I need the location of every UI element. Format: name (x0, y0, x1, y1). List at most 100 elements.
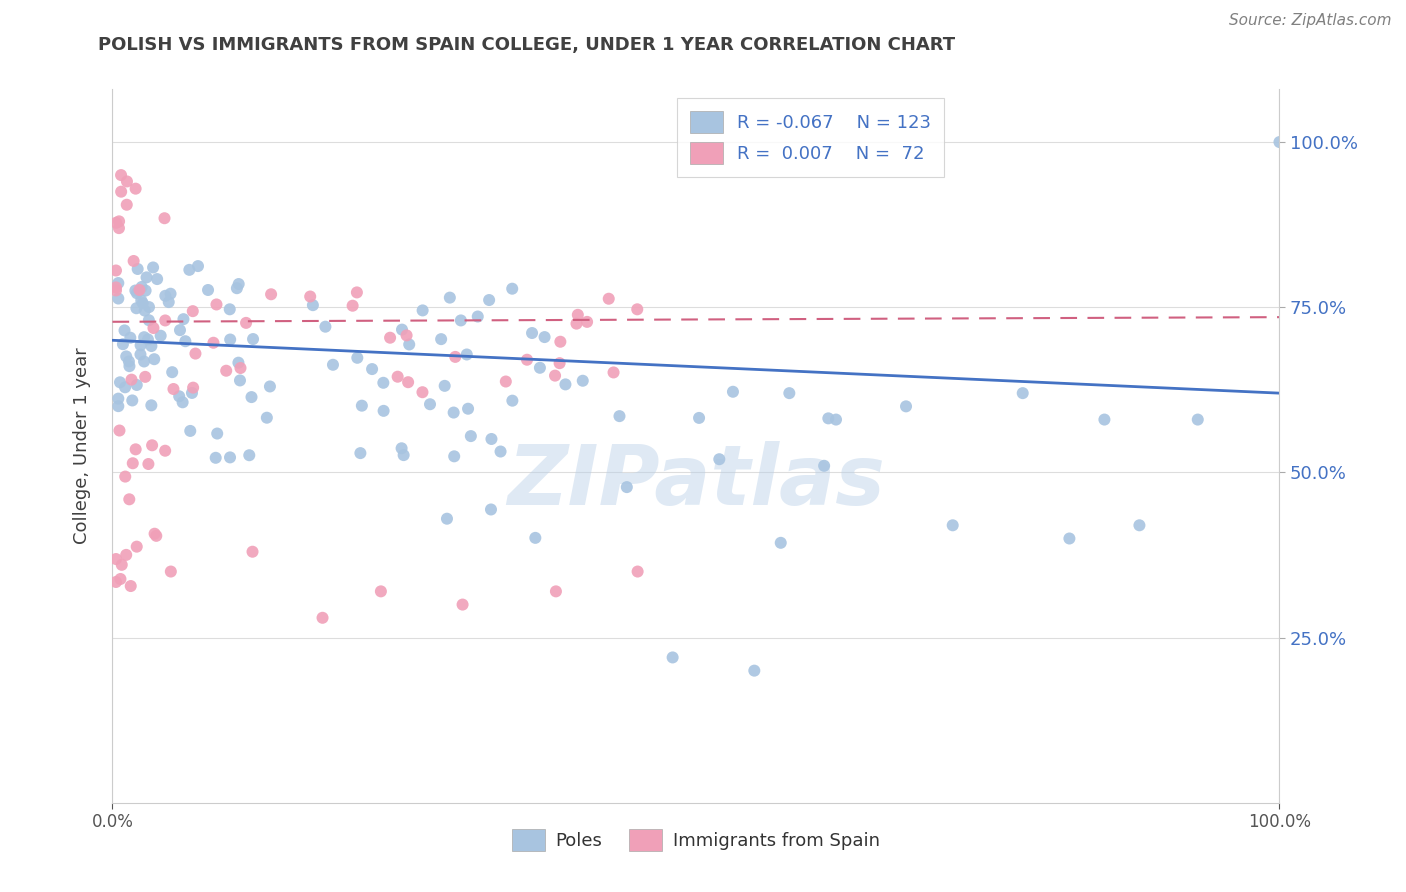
Point (501, 282, 523, 296)
Point (443, 450, 465, 464)
Point (143, 526, 166, 541)
Point (228, 277, 250, 291)
Point (169, 323, 191, 337)
Point (107, 399, 129, 413)
Point (111, 558, 134, 572)
Point (172, 395, 194, 409)
Point (524, 531, 547, 545)
Point (817, 411, 839, 425)
Point (451, 598, 474, 612)
Point (544, 584, 567, 599)
Point (688, 411, 710, 425)
Point (121, 456, 143, 470)
Point (395, 328, 418, 343)
Point (129, 293, 152, 308)
Point (115, 174, 138, 188)
Point (489, 444, 512, 458)
Point (392, 448, 415, 462)
Point (127, 262, 149, 277)
Point (108, 214, 131, 228)
Point (179, 263, 201, 277)
Point (1059, 532, 1081, 546)
Point (114, 380, 136, 394)
Point (391, 323, 413, 337)
Point (153, 443, 176, 458)
Point (242, 545, 264, 559)
Point (205, 297, 228, 311)
Point (138, 457, 160, 471)
Point (387, 369, 409, 384)
Point (118, 354, 141, 368)
Text: ZIPatlas: ZIPatlas (508, 442, 884, 522)
Point (565, 317, 588, 331)
Point (520, 326, 543, 340)
Point (108, 221, 131, 235)
Point (516, 352, 538, 367)
Point (174, 334, 197, 349)
Point (228, 356, 250, 370)
Point (120, 331, 142, 345)
Point (721, 384, 744, 399)
Point (115, 350, 138, 364)
Point (576, 315, 599, 329)
Point (138, 313, 160, 327)
Point (132, 296, 155, 310)
Point (128, 283, 150, 297)
Point (495, 375, 517, 389)
Point (187, 259, 209, 273)
Point (302, 298, 325, 312)
Point (160, 365, 183, 379)
Point (129, 347, 152, 361)
Point (229, 373, 252, 387)
Point (460, 429, 482, 443)
Point (105, 216, 128, 230)
Point (778, 386, 800, 401)
Point (104, 280, 127, 294)
Point (115, 548, 138, 562)
Point (481, 432, 503, 446)
Point (143, 352, 166, 367)
Point (436, 512, 458, 526)
Point (825, 412, 848, 426)
Point (1268, 135, 1291, 149)
Point (162, 382, 184, 396)
Point (744, 664, 766, 678)
Point (467, 310, 489, 324)
Point (373, 404, 395, 418)
Point (813, 458, 835, 473)
Point (204, 450, 226, 465)
Point (134, 330, 156, 344)
Point (114, 323, 136, 337)
Point (450, 313, 472, 327)
Point (155, 313, 177, 327)
Point (346, 285, 368, 300)
Point (322, 358, 344, 372)
Point (457, 401, 479, 416)
Point (110, 168, 132, 182)
Point (550, 334, 572, 349)
Point (398, 337, 420, 351)
Point (202, 335, 225, 350)
Point (548, 356, 571, 370)
Point (205, 426, 228, 441)
Point (942, 518, 965, 533)
Point (155, 289, 177, 303)
Point (391, 442, 413, 456)
Point (439, 291, 461, 305)
Point (131, 280, 153, 294)
Point (616, 480, 638, 494)
Point (456, 347, 478, 361)
Point (129, 338, 152, 352)
Point (240, 390, 263, 404)
Point (419, 397, 441, 411)
Text: POLISH VS IMMIGRANTS FROM SPAIN COLLEGE, UNDER 1 YEAR CORRELATION CHART: POLISH VS IMMIGRANTS FROM SPAIN COLLEGE,… (98, 36, 956, 54)
Point (197, 283, 219, 297)
Point (107, 292, 129, 306)
Point (110, 572, 132, 586)
Point (501, 393, 523, 408)
Point (135, 270, 157, 285)
Point (107, 276, 129, 290)
Point (430, 332, 453, 346)
Point (235, 316, 257, 330)
Point (346, 351, 368, 365)
